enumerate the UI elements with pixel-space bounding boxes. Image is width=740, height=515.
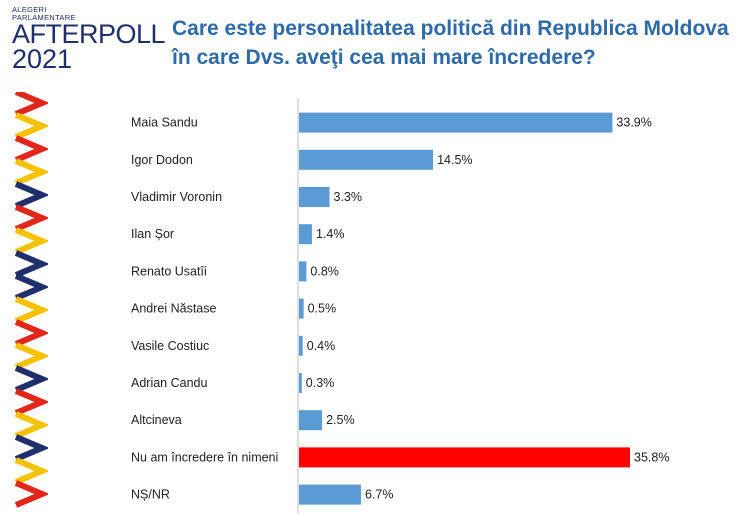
chevron-mark xyxy=(14,480,48,508)
value-label: 0.5% xyxy=(308,302,337,316)
value-label: 33.9% xyxy=(616,116,651,130)
value-label: 2.5% xyxy=(326,413,355,427)
afterpoll-logo: ALEGERI PARLAMENTARE AFTERPOLL 2021 xyxy=(12,5,166,74)
logo-line-alegeri: ALEGERI xyxy=(12,5,47,14)
bar xyxy=(299,373,302,393)
bar xyxy=(299,112,613,133)
chevron-mark xyxy=(14,388,48,416)
bar xyxy=(299,261,307,282)
value-label: 14.5% xyxy=(437,153,472,167)
bar xyxy=(299,447,630,468)
logo-year: 2021 xyxy=(12,44,73,74)
value-label: 0.3% xyxy=(306,376,335,390)
logo-brand: AFTERPOLL xyxy=(12,19,166,49)
chevron-mark xyxy=(14,342,48,370)
chevron-mark xyxy=(14,296,48,324)
chevron-mark xyxy=(14,227,48,255)
chevron-mark xyxy=(14,434,48,462)
chevron-mark xyxy=(14,181,48,209)
category-label: Altcineva xyxy=(131,413,182,427)
category-label: Vasile Costiuc xyxy=(131,339,209,353)
category-label: Adrian Candu xyxy=(131,376,207,390)
category-label: Andrei Năstase xyxy=(131,302,217,316)
category-label: NȘ/NR xyxy=(131,488,170,502)
chevron-mark xyxy=(14,411,48,439)
bar xyxy=(299,224,312,245)
logo-line-parlamentare: PARLAMENTARE xyxy=(12,13,76,22)
chevron-mark xyxy=(14,112,48,140)
bar xyxy=(299,149,434,170)
value-label: 6.7% xyxy=(365,488,394,502)
category-label: Vladimir Voronin xyxy=(131,190,222,204)
chevron-mark xyxy=(14,92,48,117)
bar xyxy=(299,335,303,356)
chevron-mark xyxy=(14,204,48,232)
category-label: Ilan Șor xyxy=(131,227,174,241)
logo-brand-after: AFTER xyxy=(12,19,99,49)
bar xyxy=(299,187,330,207)
value-label: 35.8% xyxy=(634,450,669,464)
value-label: 0.8% xyxy=(310,264,339,278)
category-label: Igor Dodon xyxy=(131,153,193,167)
bar xyxy=(299,484,361,505)
bar xyxy=(299,410,323,431)
chevron-mark xyxy=(14,273,48,301)
category-label: Maia Sandu xyxy=(131,116,198,130)
chevron-mark xyxy=(14,135,48,163)
chevron-mark xyxy=(14,457,48,485)
chevron-mark xyxy=(14,365,48,393)
logo-brand-poll: POLL xyxy=(98,19,166,49)
chevron-mark xyxy=(14,250,48,278)
value-label: 3.3% xyxy=(334,190,363,204)
category-label: Renato Usatîi xyxy=(131,264,207,278)
value-label: 1.4% xyxy=(316,227,345,241)
chevron-mark xyxy=(14,319,48,347)
chart-title: Care este personalitatea politică din Re… xyxy=(172,17,729,69)
chevron-decoration-icon xyxy=(14,92,48,508)
chevron-mark xyxy=(14,158,48,186)
category-label: Nu am încredere în nimeni xyxy=(131,450,278,464)
bar xyxy=(299,298,304,319)
value-label: 0.4% xyxy=(307,339,336,353)
